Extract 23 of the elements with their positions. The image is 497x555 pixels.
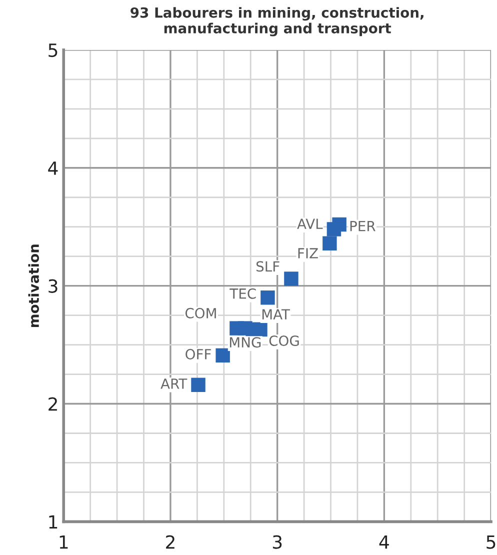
data-label: TEC (230, 288, 256, 299)
data-label: FIZ (298, 248, 318, 258)
y-tick-label: 1 (49, 515, 58, 529)
x-tick-label: 5 (486, 535, 496, 549)
data-label: AVL (297, 218, 323, 229)
data-label: COG (269, 335, 299, 346)
data-label: MNG (230, 337, 261, 348)
data-label: SLF (256, 261, 280, 272)
data-label: COM (185, 308, 216, 318)
y-axis-title: motivation (28, 244, 40, 328)
y-tick-label: 2 (48, 397, 57, 411)
y-tick-label: 4 (48, 162, 58, 175)
x-tick-label: 1 (60, 535, 68, 549)
data-label: OFF (186, 348, 211, 360)
data-label: PER (350, 220, 376, 232)
data-label: MAT (262, 309, 290, 320)
x-tick-label: 4 (379, 535, 389, 549)
x-tick-label: 2 (166, 535, 174, 549)
data-label: ART (160, 378, 188, 389)
x-tick-label: 3 (272, 535, 282, 549)
y-tick-label: 5 (48, 44, 58, 58)
chart-title: 93 Labourers in mining, construction, manufacturing and transport (130, 7, 424, 36)
y-tick-label: 3 (48, 279, 58, 293)
